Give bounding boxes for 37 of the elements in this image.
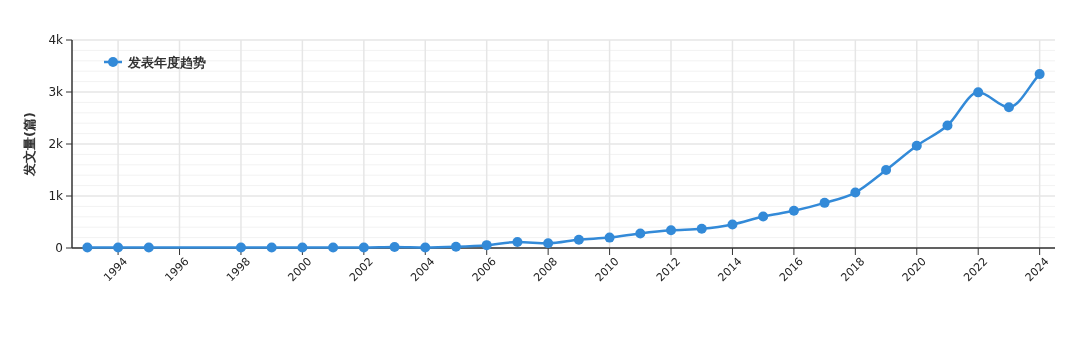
point bbox=[666, 225, 677, 236]
point bbox=[543, 238, 554, 249]
point bbox=[389, 241, 400, 252]
legend-label: 发表年度趋势 bbox=[127, 55, 206, 70]
point bbox=[788, 205, 799, 216]
y-axis-title: 发文量(篇) bbox=[22, 112, 37, 177]
point bbox=[696, 223, 707, 234]
point bbox=[573, 234, 584, 245]
point bbox=[297, 242, 308, 253]
point bbox=[420, 242, 431, 253]
point bbox=[973, 87, 984, 98]
point bbox=[911, 140, 922, 151]
point bbox=[850, 187, 861, 198]
point bbox=[450, 241, 461, 252]
point bbox=[113, 242, 124, 253]
point bbox=[266, 242, 277, 253]
point bbox=[604, 232, 615, 243]
point bbox=[635, 228, 646, 239]
point bbox=[727, 219, 738, 230]
y-tick-label: 1k bbox=[48, 189, 64, 203]
point bbox=[1003, 102, 1014, 113]
point bbox=[512, 237, 523, 248]
point bbox=[235, 242, 246, 253]
point bbox=[758, 211, 769, 222]
point bbox=[819, 197, 830, 208]
y-tick-label: 0 bbox=[55, 241, 63, 255]
y-tick-label: 3k bbox=[48, 85, 64, 99]
point bbox=[82, 242, 93, 253]
point bbox=[1034, 69, 1045, 80]
point bbox=[143, 242, 154, 253]
point bbox=[358, 242, 369, 253]
point bbox=[328, 242, 339, 253]
point bbox=[481, 240, 492, 251]
point bbox=[942, 120, 953, 131]
point bbox=[881, 165, 892, 175]
y-tick-label: 4k bbox=[48, 33, 64, 47]
y-tick-label: 2k bbox=[48, 137, 64, 151]
